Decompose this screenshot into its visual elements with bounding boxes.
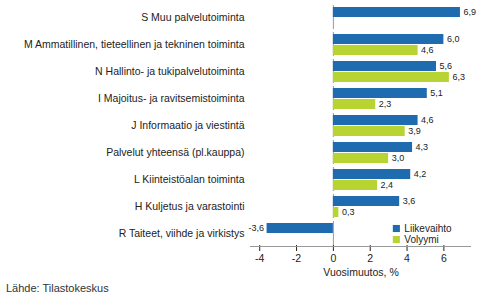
svg-text:3,9: 3,9 bbox=[408, 126, 421, 136]
svg-text:4,6: 4,6 bbox=[421, 45, 434, 55]
svg-text:J Informaatio ja viestintä: J Informaatio ja viestintä bbox=[131, 119, 244, 131]
svg-text:6,0: 6,0 bbox=[447, 34, 460, 44]
svg-text:2: 2 bbox=[367, 252, 373, 264]
svg-text:I Majoitus- ja ravitsemistoimi: I Majoitus- ja ravitsemistoiminta bbox=[98, 92, 245, 104]
svg-text:6: 6 bbox=[441, 252, 447, 264]
svg-text:3,0: 3,0 bbox=[392, 153, 405, 163]
svg-text:4,6: 4,6 bbox=[421, 115, 434, 125]
svg-text:0,3: 0,3 bbox=[342, 207, 355, 217]
svg-text:6,9: 6,9 bbox=[463, 7, 476, 17]
html-text:Lähde: Tilastokeskus: Lähde: Tilastokeskus bbox=[6, 282, 109, 294]
svg-text:5,1: 5,1 bbox=[430, 88, 443, 98]
svg-text:5,6: 5,6 bbox=[440, 61, 453, 71]
svg-text:6,3: 6,3 bbox=[452, 72, 465, 82]
svg-text:0: 0 bbox=[330, 252, 336, 264]
svg-text:-2: -2 bbox=[292, 252, 301, 264]
svg-text:3,6: 3,6 bbox=[403, 196, 416, 206]
svg-text:Palvelut yhteensä (pl.kauppa): Palvelut yhteensä (pl.kauppa) bbox=[106, 146, 244, 158]
svg-text:Volyymi: Volyymi bbox=[404, 234, 438, 245]
svg-text:S Muu palvelutoiminta: S Muu palvelutoiminta bbox=[141, 11, 244, 23]
svg-text:R Taiteet, viihde ja virkistys: R Taiteet, viihde ja virkistys bbox=[119, 227, 245, 239]
svg-text:2,4: 2,4 bbox=[381, 180, 394, 190]
svg-text:-4: -4 bbox=[255, 252, 264, 264]
svg-text:4: 4 bbox=[404, 252, 410, 264]
svg-text:4,3: 4,3 bbox=[416, 142, 429, 152]
svg-text:L Kiinteistöalan toiminta: L Kiinteistöalan toiminta bbox=[134, 173, 245, 185]
svg-text:H Kuljetus ja varastointi: H Kuljetus ja varastointi bbox=[135, 200, 245, 212]
svg-text:Vuosimuutos, %: Vuosimuutos, % bbox=[323, 266, 398, 278]
svg-text:N Hallinto- ja tukipalvelutoim: N Hallinto- ja tukipalvelutoiminta bbox=[95, 65, 245, 77]
svg-text:-3,6: -3,6 bbox=[249, 223, 265, 233]
svg-text:2,3: 2,3 bbox=[379, 99, 392, 109]
svg-text:4,2: 4,2 bbox=[414, 169, 427, 179]
svg-text:M Ammatillinen, tieteellinen j: M Ammatillinen, tieteellinen ja tekninen… bbox=[24, 38, 245, 50]
svg-text:Liikevaihto: Liikevaihto bbox=[404, 223, 452, 234]
